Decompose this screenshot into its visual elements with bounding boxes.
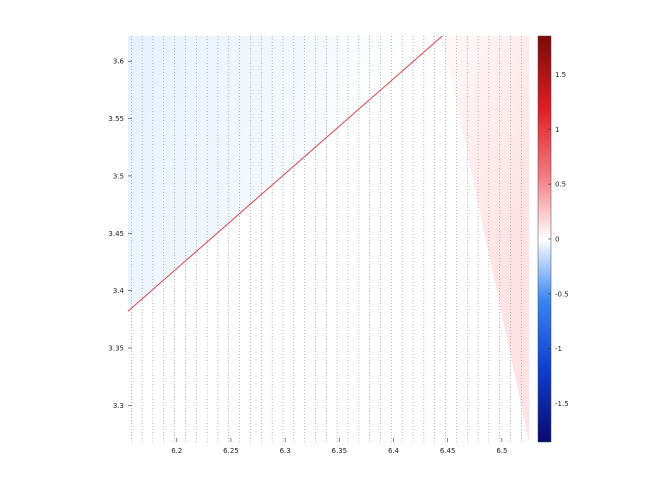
plot-area [127, 35, 529, 442]
colorbar-tick-label: 0.5 [555, 181, 566, 189]
colorbar-tick-label: -0.5 [555, 290, 569, 298]
y-tick-label: 3.35 [108, 344, 124, 352]
y-tick-label: 3.6 [113, 58, 125, 66]
colorbar-tick-label: 1.5 [555, 71, 566, 79]
colorbar-tick-label: -1 [555, 345, 562, 353]
y-tick-label: 3.45 [108, 230, 124, 238]
x-tick-label: 6.25 [223, 447, 239, 455]
y-axis-ticks: 3.3 3.35 3.4 3.45 3.5 3.55 3.6 [108, 58, 132, 410]
x-tick-label: 6.2 [171, 447, 182, 455]
y-tick-label: 3.55 [108, 115, 124, 123]
colorbar-tick-label: -1.5 [555, 400, 569, 408]
field-heatmap [128, 36, 529, 442]
colorbar-ticks: -1.5 -1 -0.5 0 0.5 1 1.5 [548, 71, 569, 408]
diagonal-boundary-line [127, 35, 443, 312]
y-tick-label: 3.4 [113, 287, 125, 295]
colorbar: -1.5 -1 -0.5 0 0.5 1 1.5 [537, 35, 569, 443]
x-tick-label: 6.35 [332, 447, 348, 455]
x-tick-label: 6.5 [496, 447, 507, 455]
colorbar-tick-label: 1 [555, 126, 559, 134]
y-tick-label: 3.3 [113, 402, 124, 410]
x-tick-label: 6.3 [280, 447, 291, 455]
y-tick-label: 3.5 [113, 172, 124, 180]
colorbar-tick-label: 0 [555, 236, 559, 244]
x-axis-ticks: 6.2 6.25 6.3 6.35 6.4 6.45 6.5 [171, 438, 507, 455]
x-tick-label: 6.4 [388, 447, 400, 455]
x-tick-label: 6.45 [440, 447, 456, 455]
